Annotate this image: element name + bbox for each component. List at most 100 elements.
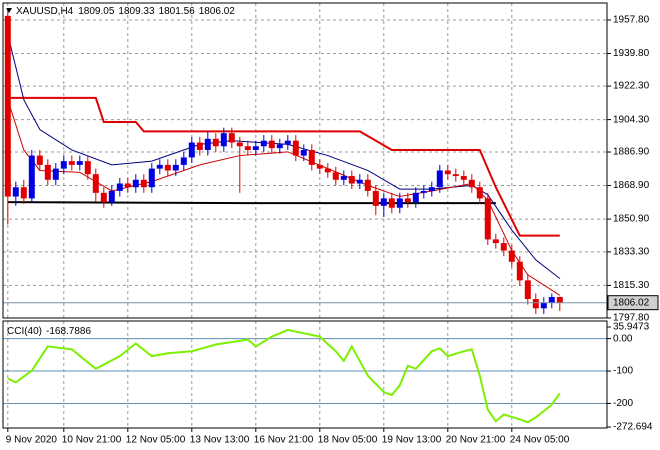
candle-body	[508, 250, 515, 262]
candle-body	[484, 198, 491, 240]
overlay-line	[7, 96, 560, 237]
y-tick-label: -100	[613, 366, 633, 377]
candle-body	[140, 179, 147, 188]
last-low: 1801.56	[159, 6, 196, 17]
candle-body	[228, 133, 235, 143]
candle-body	[540, 302, 547, 309]
y-tick-label: 1815.30	[613, 280, 650, 291]
main-panel-frame	[2, 2, 608, 319]
y-tick-label: 1868.90	[613, 180, 650, 191]
last-price-box	[607, 295, 659, 311]
candle-body	[212, 138, 219, 147]
candle-body	[36, 155, 43, 165]
candle-body	[500, 243, 507, 251]
y-tick-label: 1957.80	[613, 15, 650, 26]
indicator-title: CCI(40)	[7, 326, 42, 337]
candle-body	[92, 174, 99, 193]
candle-body	[220, 133, 227, 147]
candle-body	[188, 142, 195, 158]
candle-body	[108, 190, 115, 203]
candle-body	[84, 161, 91, 175]
indicator-header: CCI(40) -168.7886	[7, 326, 91, 337]
candle-body	[196, 142, 203, 150]
candle-body	[20, 187, 27, 199]
candle-body	[244, 146, 251, 150]
candle-body	[396, 198, 403, 208]
last-close: 1806.02	[199, 6, 236, 17]
indicator-panel-frame	[2, 320, 608, 429]
candle-body	[356, 179, 363, 184]
candle-body	[260, 140, 267, 147]
overlay-line	[7, 99, 561, 296]
candle-body	[428, 187, 435, 191]
candle-body	[516, 261, 523, 281]
overlay-line	[7, 34, 561, 279]
x-tick-label: 18 Nov 05:00	[318, 435, 378, 446]
plot-layer: 1957.80 1939.80 1922.30 1904.30 1886.90 1868.…	[3, 3, 659, 446]
candle-body	[204, 138, 211, 150]
candle-body	[68, 161, 75, 165]
candle-body	[164, 164, 171, 171]
y-tick-label: 0.00	[613, 333, 633, 344]
candle-body	[180, 157, 187, 165]
last-high: 1809.33	[118, 6, 155, 17]
candle-body	[292, 140, 299, 156]
indicator-line	[7, 328, 561, 424]
candle-body	[380, 198, 387, 206]
x-tick-label: 10 Nov 21:00	[62, 435, 122, 446]
candle-body	[420, 190, 427, 193]
candle-body	[44, 164, 51, 180]
candle-body	[76, 161, 83, 165]
candle-body	[348, 176, 355, 184]
candle-body	[316, 164, 323, 169]
indicator-last-value: -168.7886	[46, 326, 91, 337]
candle-body	[100, 192, 107, 203]
candle-body	[308, 149, 315, 165]
candle-body	[324, 168, 331, 173]
x-tick-label: 16 Nov 21:00	[254, 435, 314, 446]
candle-body	[372, 190, 379, 206]
candle-body	[236, 142, 243, 147]
candle-body	[364, 179, 371, 191]
x-tick-label: 13 Nov 13:00	[190, 435, 250, 446]
candle-body	[412, 192, 419, 203]
candle-body	[340, 176, 347, 180]
candle-body	[12, 187, 19, 197]
candle-body	[492, 239, 499, 244]
last-price-label: 1806.02	[613, 297, 650, 308]
last-open: 1809.05	[78, 6, 115, 17]
y-tick-label: -200	[613, 398, 633, 409]
x-tick-label: 12 Nov 05:00	[126, 435, 186, 446]
candle-body	[132, 179, 139, 188]
candle-body	[436, 170, 443, 188]
candle-body	[476, 187, 483, 199]
candle-body	[60, 161, 67, 169]
candle-body	[116, 183, 123, 191]
candle-body	[276, 144, 283, 149]
y-tick-label: -272.694	[613, 422, 653, 433]
candle-body	[252, 146, 259, 150]
y-tick-label: 1797.80	[613, 313, 650, 324]
y-tick-label: 1922.30	[613, 81, 650, 92]
menu-arrow[interactable]	[6, 8, 12, 13]
x-tick-label: 20 Nov 21:00	[446, 435, 506, 446]
y-tick-label: 1850.90	[613, 214, 650, 225]
candle-body	[124, 183, 131, 188]
candle-body	[156, 164, 163, 169]
candle-body	[460, 176, 467, 180]
candle-body	[148, 168, 155, 188]
candle-body	[172, 164, 179, 171]
candle-body	[4, 15, 11, 197]
candle-body	[404, 198, 411, 203]
candle-body	[556, 297, 563, 303]
symbol-header: XAUUSD,H4 1809.05 1809.33 1801.56 1806.02	[16, 6, 235, 17]
candle-body	[548, 297, 555, 303]
candle-body	[52, 168, 59, 180]
y-tick-label: 1904.30	[613, 114, 650, 125]
x-tick-label: 9 Nov 2020	[6, 435, 58, 446]
candle-body	[28, 155, 35, 199]
candle-body	[468, 179, 475, 188]
candle-body	[444, 170, 451, 175]
